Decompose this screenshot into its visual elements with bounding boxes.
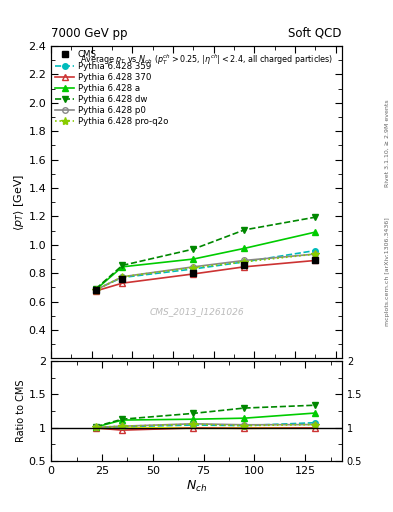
Pythia 6.428 a <box>94 287 98 293</box>
Y-axis label: $\langle p_T \rangle$ [GeV]: $\langle p_T \rangle$ [GeV] <box>11 174 26 231</box>
Pythia 6.428 359 <box>242 259 247 265</box>
Legend: CMS, Pythia 6.428 359, Pythia 6.428 370, Pythia 6.428 a, Pythia 6.428 dw, Pythia: CMS, Pythia 6.428 359, Pythia 6.428 370,… <box>54 49 170 128</box>
Pythia 6.428 p0 <box>313 251 318 257</box>
Pythia 6.428 a <box>313 229 318 235</box>
Text: Rivet 3.1.10, ≥ 2.9M events: Rivet 3.1.10, ≥ 2.9M events <box>385 99 389 187</box>
Pythia 6.428 dw <box>191 246 196 252</box>
Line: Pythia 6.428 359: Pythia 6.428 359 <box>93 248 318 292</box>
Pythia 6.428 359 <box>120 274 125 281</box>
Text: Average $p_T$ vs $N_{ch}$ ($p_T^{ch}>0.25$, $|\eta^{ch}|<2.4$, all charged parti: Average $p_T$ vs $N_{ch}$ ($p_T^{ch}>0.2… <box>80 52 333 67</box>
Pythia 6.428 359 <box>191 266 196 272</box>
Pythia 6.428 dw <box>94 286 98 292</box>
Pythia 6.428 pro-q2o <box>191 265 196 271</box>
Pythia 6.428 dw <box>242 227 247 233</box>
Pythia 6.428 dw <box>313 214 318 220</box>
Line: Pythia 6.428 p0: Pythia 6.428 p0 <box>93 251 318 293</box>
Line: Pythia 6.428 370: Pythia 6.428 370 <box>92 257 319 294</box>
Pythia 6.428 370 <box>242 264 247 270</box>
Pythia 6.428 370 <box>94 288 98 294</box>
Pythia 6.428 a <box>120 264 125 270</box>
Pythia 6.428 359 <box>94 287 98 293</box>
X-axis label: $N_{ch}$: $N_{ch}$ <box>186 478 207 494</box>
Pythia 6.428 370 <box>313 258 318 264</box>
Pythia 6.428 p0 <box>120 274 125 280</box>
Pythia 6.428 p0 <box>191 264 196 270</box>
Pythia 6.428 370 <box>120 280 125 286</box>
Pythia 6.428 pro-q2o <box>120 274 125 280</box>
Pythia 6.428 370 <box>191 271 196 277</box>
Line: Pythia 6.428 dw: Pythia 6.428 dw <box>92 214 319 292</box>
Pythia 6.428 pro-q2o <box>242 259 247 265</box>
Pythia 6.428 p0 <box>94 287 98 293</box>
Pythia 6.428 dw <box>120 262 125 268</box>
Line: Pythia 6.428 pro-q2o: Pythia 6.428 pro-q2o <box>92 250 320 294</box>
Text: mcplots.cern.ch [arXiv:1306.3436]: mcplots.cern.ch [arXiv:1306.3436] <box>385 217 389 326</box>
Pythia 6.428 a <box>242 245 247 251</box>
Y-axis label: Ratio to CMS: Ratio to CMS <box>16 379 26 442</box>
Text: 7000 GeV pp: 7000 GeV pp <box>51 27 128 40</box>
Pythia 6.428 pro-q2o <box>313 251 318 257</box>
Pythia 6.428 p0 <box>242 258 247 264</box>
Text: CMS_2013_I1261026: CMS_2013_I1261026 <box>149 307 244 316</box>
Pythia 6.428 359 <box>313 247 318 253</box>
Pythia 6.428 a <box>191 256 196 262</box>
Line: Pythia 6.428 a: Pythia 6.428 a <box>92 228 319 293</box>
Text: Soft QCD: Soft QCD <box>288 27 342 40</box>
Pythia 6.428 pro-q2o <box>94 287 98 293</box>
